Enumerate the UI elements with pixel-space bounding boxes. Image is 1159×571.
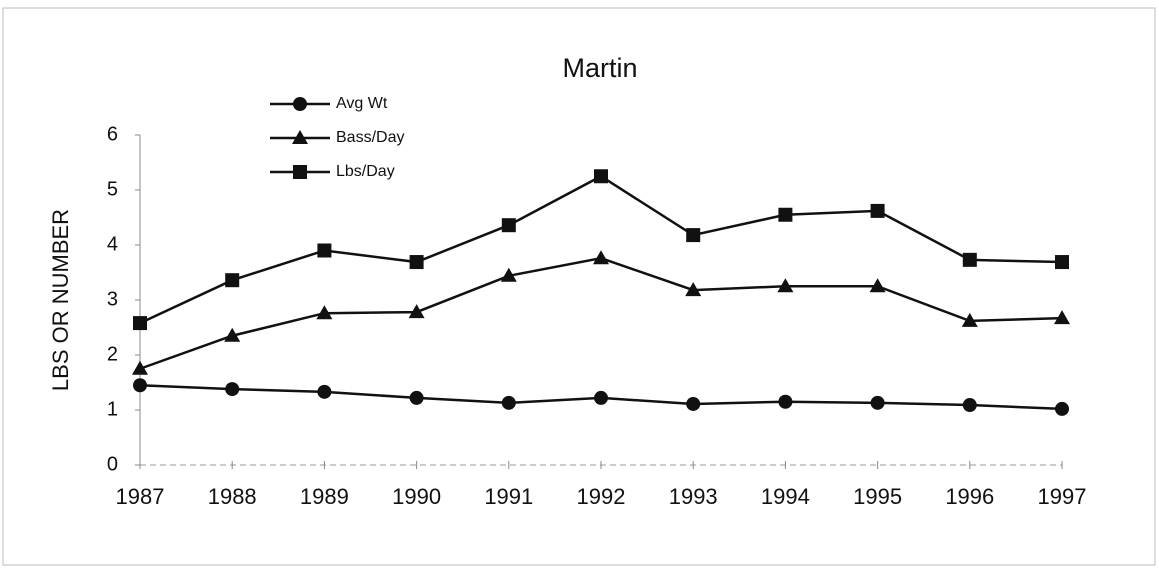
marker xyxy=(778,394,793,409)
marker xyxy=(408,304,425,319)
x-tick-label: 1987 xyxy=(116,484,165,509)
marker xyxy=(133,316,147,331)
y-axis-label: LBS OR NUMBER xyxy=(48,209,73,391)
marker xyxy=(501,218,516,233)
marker xyxy=(500,267,517,282)
x-tick-label: 1990 xyxy=(392,484,441,509)
marker xyxy=(686,396,701,411)
y-tick-label: 6 xyxy=(107,123,118,145)
marker xyxy=(293,165,307,179)
x-tick-label: 1988 xyxy=(208,484,257,509)
chart-border xyxy=(2,7,1156,566)
y-tick-label: 5 xyxy=(107,178,118,200)
marker xyxy=(1055,401,1069,416)
series-line xyxy=(139,174,1063,325)
y-tick-label: 2 xyxy=(107,343,118,365)
marker xyxy=(132,360,148,375)
x-tick-label: 1996 xyxy=(945,484,994,509)
marker xyxy=(317,243,332,258)
marker xyxy=(594,390,608,405)
marker xyxy=(777,278,794,293)
x-tick-label: 1992 xyxy=(577,484,626,509)
marker xyxy=(962,252,977,267)
marker xyxy=(409,255,424,270)
y-tick-label: 1 xyxy=(107,398,118,420)
marker xyxy=(409,390,424,405)
x-tick-label: 1991 xyxy=(484,484,533,509)
marker xyxy=(225,273,240,288)
marker xyxy=(1055,255,1069,270)
x-tick-label: 1997 xyxy=(1038,484,1087,509)
marker xyxy=(316,305,333,320)
marker xyxy=(594,169,608,184)
chart-title: Martin xyxy=(562,53,637,83)
series-line xyxy=(139,256,1063,370)
marker xyxy=(501,395,516,410)
x-tick-label: 1995 xyxy=(853,484,902,509)
marker xyxy=(870,203,885,218)
x-tick-label: 1989 xyxy=(300,484,349,509)
y-tick-label: 4 xyxy=(107,233,118,255)
marker xyxy=(778,207,793,222)
marker xyxy=(869,278,886,293)
legend-label: Bass/Day xyxy=(336,129,404,146)
marker xyxy=(293,97,307,111)
x-tick-label: 1994 xyxy=(761,484,810,509)
marker xyxy=(593,250,609,265)
marker xyxy=(225,382,240,397)
legend-label: Lbs/Day xyxy=(336,163,395,180)
y-tick-label: 0 xyxy=(107,453,118,475)
marker xyxy=(133,378,147,393)
marker xyxy=(961,312,978,327)
x-tick-label: 1993 xyxy=(669,484,718,509)
legend-label: Avg Wt xyxy=(336,95,388,112)
marker xyxy=(292,130,308,144)
marker xyxy=(686,228,701,243)
marker xyxy=(224,327,241,342)
y-tick-label: 3 xyxy=(107,288,118,310)
marker xyxy=(685,282,702,297)
marker xyxy=(962,398,977,413)
marker xyxy=(317,384,332,399)
marker xyxy=(870,395,885,410)
marker xyxy=(1054,310,1070,325)
